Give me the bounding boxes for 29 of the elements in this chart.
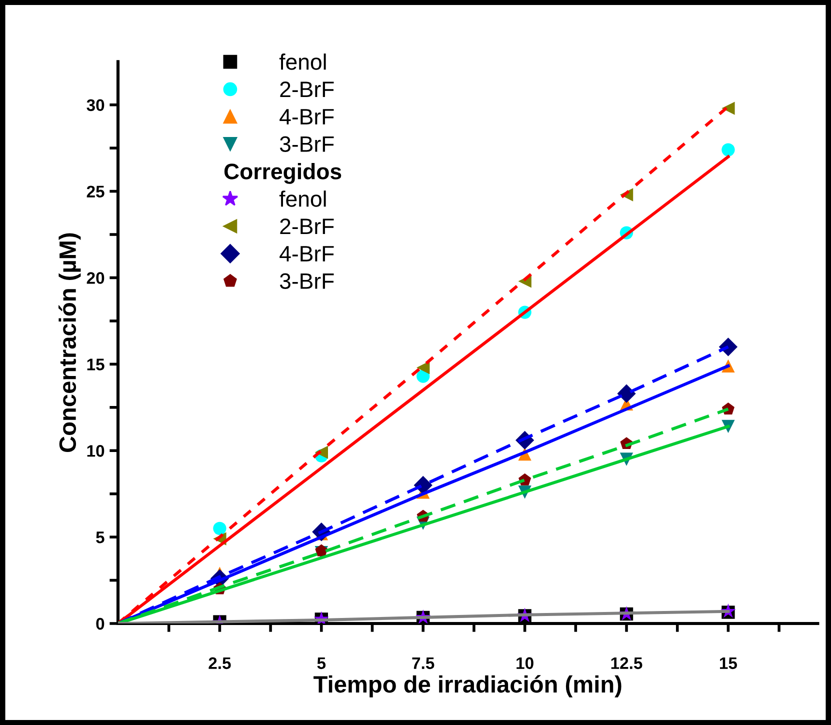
y-tick-label: 25 <box>86 186 104 198</box>
x-tick-label: 7.5 <box>412 657 434 670</box>
x-tick-label: 5 <box>317 657 326 670</box>
y-tick-label: 10 <box>87 445 104 457</box>
y-tick-label: 15 <box>87 358 104 370</box>
x-tick-label: 10 <box>516 657 534 670</box>
legend-label: 4-BrF <box>280 109 334 124</box>
point <box>617 384 636 403</box>
y-tick-label: 30 <box>86 99 104 112</box>
legend-label: 3-BrF <box>280 273 334 290</box>
annotation: Corregidos <box>224 163 342 184</box>
legend-label: fenol <box>279 190 326 207</box>
x-tick-label: 15 <box>720 657 738 670</box>
legend-label: 2-BrF <box>280 218 334 234</box>
y-tick-label: 20 <box>86 272 104 284</box>
point <box>722 102 735 115</box>
y-tick-label: 5 <box>96 532 104 544</box>
point <box>315 544 328 556</box>
y-tick-label: 0 <box>96 618 104 630</box>
legend-label: 4-BrF <box>280 246 334 262</box>
point <box>722 143 735 156</box>
x-tick-label: 2.5 <box>208 657 231 670</box>
legend-label: 2-BrF <box>280 82 334 98</box>
legend-label: 3-BrF <box>280 136 334 152</box>
x-tick-label: 12.5 <box>611 657 642 670</box>
x-axis-title: Tiempo de irradiación (min) <box>314 675 622 698</box>
y-axis-title: Concentración (µM) <box>58 233 81 452</box>
legend-label: fenol <box>279 54 326 70</box>
point <box>213 522 226 535</box>
